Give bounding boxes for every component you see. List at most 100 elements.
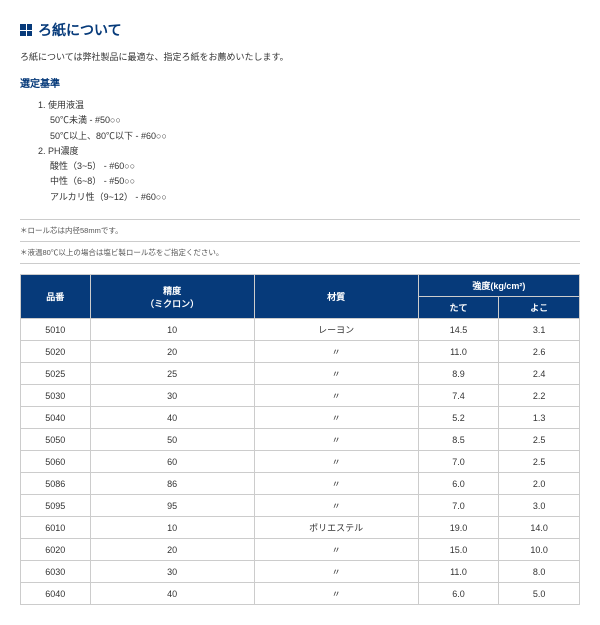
table-cell: 5040: [21, 407, 91, 429]
table-row: 508686〃6.02.0: [21, 473, 580, 495]
table-cell: 2.6: [499, 341, 580, 363]
table-cell: 〃: [254, 429, 418, 451]
table-row: 502020〃11.02.6: [21, 341, 580, 363]
table-cell: 6.0: [418, 473, 499, 495]
footnote: ＊液温80℃以上の場合は塩ビ製ロール芯をご指定ください。: [20, 241, 580, 264]
col-subheader-tate: たて: [418, 297, 499, 319]
table-cell: レーヨン: [254, 319, 418, 341]
table-cell: 〃: [254, 473, 418, 495]
table-cell: 〃: [254, 583, 418, 605]
table-cell: 5010: [21, 319, 91, 341]
table-cell: 〃: [254, 385, 418, 407]
table-cell: 10: [90, 517, 254, 539]
table-cell: 2.2: [499, 385, 580, 407]
table-cell: 2.4: [499, 363, 580, 385]
footnote: ＊ロール芯は内径58mmです。: [20, 219, 580, 241]
col-header-precision: 精度 （ミクロン）: [90, 275, 254, 319]
table-cell: 10: [90, 319, 254, 341]
table-cell: 19.0: [418, 517, 499, 539]
table-cell: 〃: [254, 561, 418, 583]
table-cell: 50: [90, 429, 254, 451]
criteria-line: アルカリ性（9~12） - #60○○: [50, 190, 580, 205]
table-cell: 5095: [21, 495, 91, 517]
criteria-heading: 選定基準: [20, 75, 580, 90]
table-row: 501010レーヨン14.53.1: [21, 319, 580, 341]
table-cell: 3.0: [499, 495, 580, 517]
criteria-list: 1. 使用液温 50℃未満 - #50○○ 50℃以上、80℃以下 - #60○…: [38, 98, 580, 205]
table-cell: 60: [90, 451, 254, 473]
table-cell: 〃: [254, 363, 418, 385]
table-row: 504040〃5.21.3: [21, 407, 580, 429]
table-cell: ポリエステル: [254, 517, 418, 539]
table-cell: 40: [90, 407, 254, 429]
table-row: 509595〃7.03.0: [21, 495, 580, 517]
table-cell: 5025: [21, 363, 91, 385]
table-cell: 86: [90, 473, 254, 495]
table-cell: 6040: [21, 583, 91, 605]
criteria-line: 1. 使用液温: [38, 98, 580, 113]
table-cell: 3.1: [499, 319, 580, 341]
table-cell: 〃: [254, 451, 418, 473]
table-cell: 8.0: [499, 561, 580, 583]
table-cell: 〃: [254, 539, 418, 561]
criteria-line: 中性（6~8） - #50○○: [50, 174, 580, 189]
table-cell: 8.5: [418, 429, 499, 451]
table-cell: 2.5: [499, 451, 580, 473]
intro-text: ろ紙については弊社製品に最適な、指定ろ紙をお薦めいたします。: [20, 50, 580, 63]
table-cell: 〃: [254, 495, 418, 517]
filter-paper-table: 品番 精度 （ミクロン） 材質 強度(kg/cm²) たて よこ 501010レ…: [20, 274, 580, 605]
table-row: 502525〃8.92.4: [21, 363, 580, 385]
table-cell: 15.0: [418, 539, 499, 561]
table-cell: 5030: [21, 385, 91, 407]
criteria-line: 2. PH濃度: [38, 144, 580, 159]
table-cell: 40: [90, 583, 254, 605]
criteria-line: 50℃未満 - #50○○: [50, 113, 580, 128]
table-cell: 6030: [21, 561, 91, 583]
table-cell: 11.0: [418, 341, 499, 363]
table-cell: 20: [90, 539, 254, 561]
page-title-row: ろ紙について: [20, 20, 580, 40]
table-cell: 2.5: [499, 429, 580, 451]
page-title: ろ紙について: [38, 20, 122, 40]
table-cell: 1.3: [499, 407, 580, 429]
table-cell: 14.5: [418, 319, 499, 341]
table-cell: 6020: [21, 539, 91, 561]
criteria-line: 50℃以上、80℃以下 - #60○○: [50, 129, 580, 144]
table-cell: 10.0: [499, 539, 580, 561]
table-row: 603030〃11.08.0: [21, 561, 580, 583]
table-cell: 25: [90, 363, 254, 385]
table-cell: 5060: [21, 451, 91, 473]
table-cell: 7.0: [418, 495, 499, 517]
table-row: 602020〃15.010.0: [21, 539, 580, 561]
table-cell: 30: [90, 561, 254, 583]
table-row: 601010ポリエステル19.014.0: [21, 517, 580, 539]
table-cell: 6010: [21, 517, 91, 539]
table-cell: 5.0: [499, 583, 580, 605]
table-cell: 95: [90, 495, 254, 517]
table-cell: 20: [90, 341, 254, 363]
table-row: 506060〃7.02.5: [21, 451, 580, 473]
table-cell: 5050: [21, 429, 91, 451]
table-cell: 〃: [254, 341, 418, 363]
table-cell: 30: [90, 385, 254, 407]
table-cell: 5086: [21, 473, 91, 495]
title-square-icon: [20, 24, 32, 36]
table-cell: 11.0: [418, 561, 499, 583]
table-cell: 〃: [254, 407, 418, 429]
table-row: 505050〃8.52.5: [21, 429, 580, 451]
table-row: 503030〃7.42.2: [21, 385, 580, 407]
table-cell: 5020: [21, 341, 91, 363]
table-cell: 7.0: [418, 451, 499, 473]
col-subheader-yoko: よこ: [499, 297, 580, 319]
table-cell: 5.2: [418, 407, 499, 429]
col-header-strength: 強度(kg/cm²): [418, 275, 579, 297]
table-row: 604040〃6.05.0: [21, 583, 580, 605]
col-header-partno: 品番: [21, 275, 91, 319]
table-cell: 2.0: [499, 473, 580, 495]
criteria-line: 酸性（3~5） - #60○○: [50, 159, 580, 174]
table-cell: 8.9: [418, 363, 499, 385]
table-cell: 7.4: [418, 385, 499, 407]
table-cell: 6.0: [418, 583, 499, 605]
col-header-material: 材質: [254, 275, 418, 319]
table-cell: 14.0: [499, 517, 580, 539]
